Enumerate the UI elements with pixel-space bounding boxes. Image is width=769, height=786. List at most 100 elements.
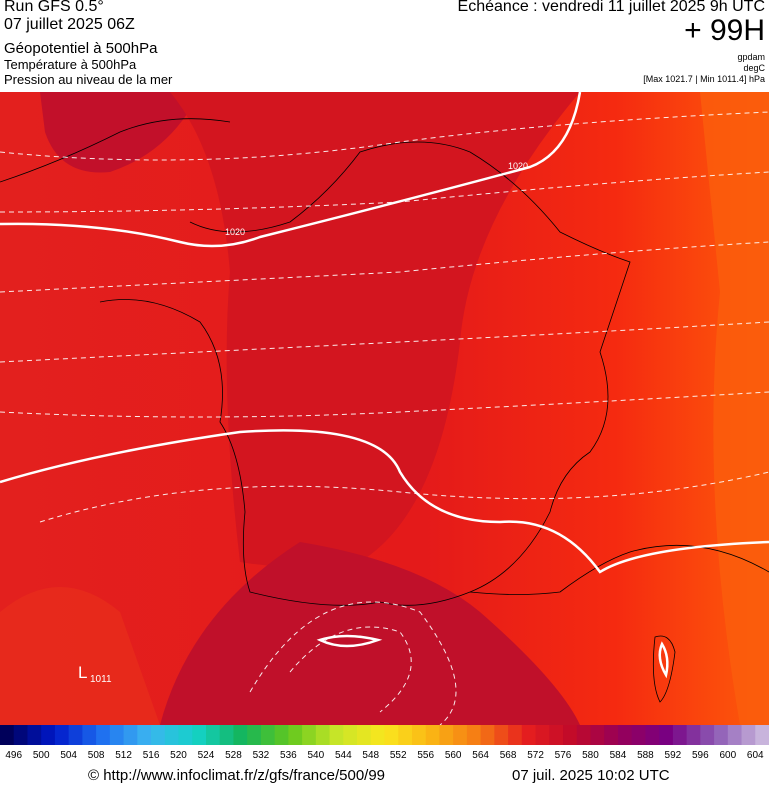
colorbar-label: 532 — [253, 750, 270, 761]
colorbar-swatch — [219, 725, 234, 745]
colorbar-swatch — [357, 725, 372, 745]
isobars — [0, 92, 769, 679]
colorbar-swatch — [425, 725, 440, 745]
low-symbol: L — [78, 663, 87, 682]
colorbar-swatch — [123, 725, 138, 745]
coastlines — [0, 118, 769, 703]
colorbar-swatch — [68, 725, 83, 745]
colorbar-label: 504 — [60, 750, 77, 761]
colorbar-swatch — [82, 725, 97, 745]
colorbar-label: 584 — [610, 750, 627, 761]
colorbar-swatch — [563, 725, 578, 745]
colorbar-swatch — [329, 725, 344, 745]
colorbar-swatch — [535, 725, 550, 745]
colorbar-swatch — [466, 725, 482, 745]
colorbar-swatch — [617, 725, 633, 745]
colorbar-swatch — [686, 725, 701, 745]
colorbar-swatch — [741, 725, 756, 745]
colorbar-label: 508 — [88, 750, 105, 761]
colorbar-swatch — [0, 725, 15, 745]
colorbar-swatch — [274, 725, 289, 745]
colorbar-swatch — [96, 725, 111, 745]
colorbar-label: 544 — [335, 750, 352, 761]
colorbar-swatch — [480, 725, 495, 745]
colorbar-swatch — [576, 725, 591, 745]
colorbar-swatch — [192, 725, 207, 745]
colorbar-swatch — [645, 725, 660, 745]
low-value: 1011 — [90, 674, 112, 685]
colorbar-label: 496 — [5, 750, 22, 761]
colorbar-label: 596 — [692, 750, 709, 761]
colorbar-label: 576 — [555, 750, 572, 761]
colorbar-swatch — [13, 725, 28, 745]
colorbar-swatch — [508, 725, 523, 745]
colorbar-label: 512 — [115, 750, 132, 761]
colorbar-swatch — [137, 725, 152, 745]
colorbar-swatch — [27, 725, 42, 745]
map: 1020 1020 L 1011 — [0, 92, 769, 725]
field-zone — [0, 587, 160, 725]
colorbar-swatch — [247, 725, 262, 745]
colorbar-swatch — [604, 725, 619, 745]
colorbar-swatch — [164, 725, 180, 745]
colorbar-swatch — [714, 725, 729, 745]
run-title: Run GFS 0.5° — [4, 0, 104, 15]
colorbar-swatch — [672, 725, 688, 745]
field-zone — [170, 92, 580, 567]
colorbar-label: 580 — [582, 750, 599, 761]
colorbar-swatch — [453, 725, 468, 745]
colorbar-swatch — [109, 725, 125, 745]
field-zone — [700, 92, 769, 725]
colorbar-label: 592 — [665, 750, 682, 761]
field-label: Pression au niveau de la mer — [4, 72, 173, 87]
colorbar-swatch — [700, 725, 715, 745]
field-label: Géopotentiel à 500hPa — [4, 40, 158, 57]
colorbar-swatch — [370, 725, 385, 745]
colorbar-label: 604 — [747, 750, 764, 761]
colorbar-swatch — [151, 725, 166, 745]
source-link: © http://www.infoclimat.fr/z/gfs/france/… — [88, 767, 386, 784]
colorbar-label: 600 — [719, 750, 736, 761]
colorbar-swatch — [288, 725, 303, 745]
colorbar-label: 588 — [637, 750, 654, 761]
colorbar-swatch — [205, 725, 221, 745]
colorbar-label: 556 — [417, 750, 434, 761]
colorbar-label: 500 — [33, 750, 50, 761]
colorbar-swatch — [521, 725, 537, 745]
colorbar-swatch — [659, 725, 674, 745]
isobar-label: 1020 — [225, 227, 245, 237]
colorbar-label: 520 — [170, 750, 187, 761]
colorbar-swatch — [302, 725, 317, 745]
generated-time: 07 juil. 2025 10:02 UTC — [512, 767, 670, 784]
colorbar-label: 516 — [143, 750, 160, 761]
colorbar-swatch — [54, 725, 70, 745]
colorbar-swatch — [343, 725, 358, 745]
colorbar-label: 564 — [472, 750, 489, 761]
colorbar-swatch — [411, 725, 427, 745]
run-date: 07 juillet 2025 06Z — [4, 16, 135, 33]
colorbar-label: 572 — [527, 750, 544, 761]
colorbar-swatch — [549, 725, 564, 745]
colorbar-swatch — [755, 725, 769, 745]
colorbar-label: 524 — [198, 750, 215, 761]
field-label: Température à 500hPa — [4, 57, 137, 72]
unit-label: degC — [743, 63, 765, 73]
colorbar: 496 500 504 508 512 516 520 524 528 532 536 540 544 5… — [0, 725, 769, 761]
colorbar-label: 540 — [307, 750, 324, 761]
colorbar-swatch — [439, 725, 454, 745]
colorbar-swatch — [260, 725, 276, 745]
lead-time: + 99H — [684, 14, 765, 47]
field-zone — [160, 542, 580, 725]
colorbar-swatch — [178, 725, 193, 745]
unit-label: gpdam — [737, 52, 765, 62]
colorbar-swatch — [384, 725, 399, 745]
colorbar-swatch — [398, 725, 413, 745]
colorbar-swatch — [590, 725, 605, 745]
colorbar-label: 536 — [280, 750, 297, 761]
colorbar-label: 548 — [362, 750, 379, 761]
colorbar-swatch — [494, 725, 509, 745]
colorbar-label: 560 — [445, 750, 462, 761]
isobar-label: 1020 — [508, 161, 528, 171]
colorbar-label: 528 — [225, 750, 242, 761]
